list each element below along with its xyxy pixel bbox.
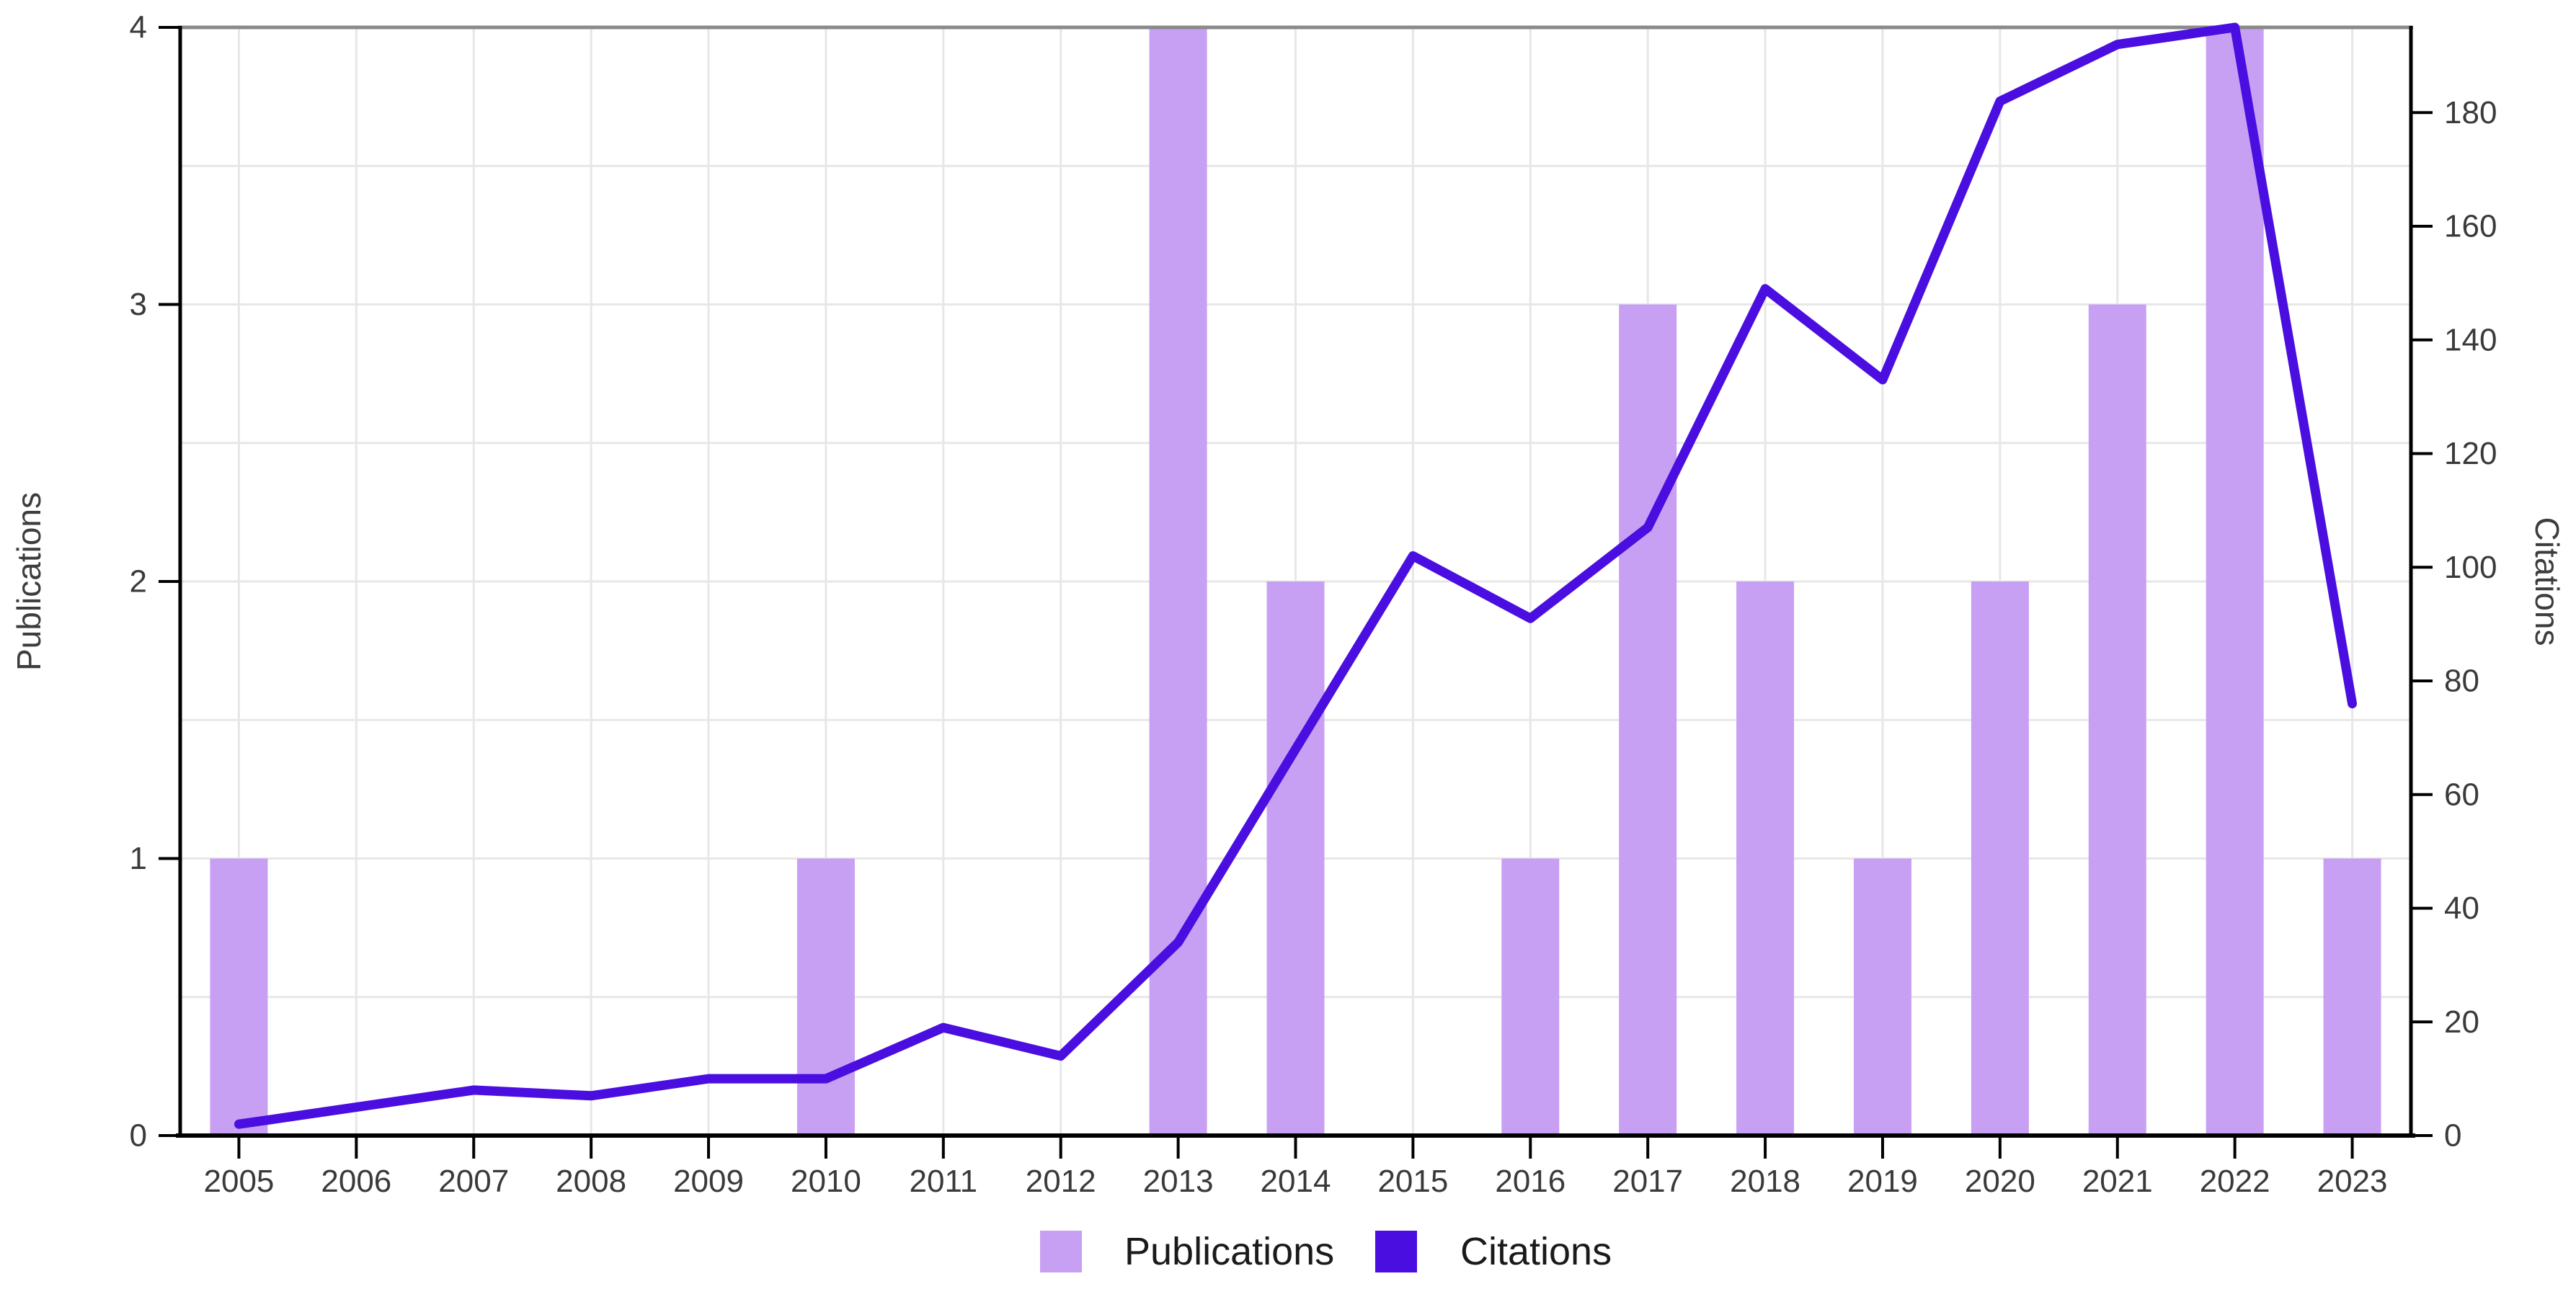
x-tick-label-2008: 2008 bbox=[556, 1164, 626, 1199]
bar-2023 bbox=[2323, 858, 2381, 1136]
bar-2019 bbox=[1853, 858, 1911, 1136]
left-tick-label-0: 0 bbox=[130, 1118, 147, 1154]
legend-swatch-citations bbox=[1375, 1231, 1417, 1272]
right-tick-label-180: 180 bbox=[2444, 95, 2497, 130]
bar-2018 bbox=[1736, 581, 1795, 1136]
bar-2014 bbox=[1266, 581, 1325, 1136]
x-tick-label-2023: 2023 bbox=[2317, 1164, 2388, 1199]
citations-line bbox=[234, 22, 2358, 1129]
bar-2020 bbox=[1971, 581, 2029, 1136]
x-tick-label-2006: 2006 bbox=[321, 1164, 391, 1199]
legend-swatch-publications bbox=[1040, 1231, 1082, 1272]
right-tick-label-80: 80 bbox=[2444, 664, 2479, 699]
x-axis: 2005 2006 2007 2008 2009 2010 2011 2012 2013 2014… bbox=[176, 1133, 2415, 1199]
x-tick-label-2018: 2018 bbox=[1730, 1164, 1800, 1199]
right-axis-title: Citations bbox=[2528, 517, 2566, 646]
right-tick-label-60: 60 bbox=[2444, 777, 2479, 812]
x-tick-label-2012: 2012 bbox=[1026, 1164, 1096, 1199]
right-tick-label-0: 0 bbox=[2444, 1118, 2461, 1154]
left-axis: 0 1 2 3 4 bbox=[130, 10, 182, 1154]
x-tick-label-2017: 2017 bbox=[1612, 1164, 1683, 1199]
right-tick-label-120: 120 bbox=[2444, 436, 2497, 471]
x-tick-label-2013: 2013 bbox=[1143, 1164, 1214, 1199]
x-tick-label-2010: 2010 bbox=[791, 1164, 861, 1199]
left-tick-label-4: 4 bbox=[130, 10, 147, 45]
right-tick-label-160: 160 bbox=[2444, 209, 2497, 244]
x-tick-label-2019: 2019 bbox=[1847, 1164, 1918, 1199]
bar-2021 bbox=[2088, 304, 2146, 1136]
x-tick-label-2007: 2007 bbox=[438, 1164, 509, 1199]
legend: Publications Citations bbox=[1040, 1230, 1612, 1273]
x-tick-label-2015: 2015 bbox=[1377, 1164, 1448, 1199]
x-tick-label-2021: 2021 bbox=[2082, 1164, 2153, 1199]
x-tick-label-2016: 2016 bbox=[1495, 1164, 1565, 1199]
x-tick-label-2020: 2020 bbox=[1965, 1164, 2035, 1199]
bar-2010 bbox=[796, 858, 855, 1136]
right-tick-label-20: 20 bbox=[2444, 1004, 2479, 1040]
right-tick-label-40: 40 bbox=[2444, 891, 2479, 926]
left-axis-title: Publications bbox=[10, 492, 48, 671]
publications-bars bbox=[210, 27, 2381, 1136]
bar-2022 bbox=[2206, 27, 2264, 1136]
left-tick-label-1: 1 bbox=[130, 841, 147, 876]
left-tick-label-3: 3 bbox=[130, 287, 147, 322]
x-tick-label-2014: 2014 bbox=[1261, 1164, 1331, 1199]
right-tick-label-100: 100 bbox=[2444, 550, 2497, 585]
bar-2013 bbox=[1149, 27, 1207, 1136]
left-tick-label-2: 2 bbox=[130, 564, 147, 599]
x-tick-label-2011: 2011 bbox=[910, 1164, 978, 1199]
x-tick-label-2022: 2022 bbox=[2200, 1164, 2270, 1199]
x-tick-label-2009: 2009 bbox=[673, 1164, 744, 1199]
right-axis: 0 20 40 60 80 100 120 140 160 180 bbox=[2409, 26, 2497, 1154]
right-tick-label-140: 140 bbox=[2444, 322, 2497, 357]
bar-2005 bbox=[210, 858, 268, 1136]
legend-label-publications: Publications bbox=[1124, 1230, 1334, 1273]
bar-2016 bbox=[1501, 858, 1560, 1136]
bar-2017 bbox=[1619, 304, 1677, 1136]
x-tick-label-2005: 2005 bbox=[204, 1164, 275, 1199]
legend-label-citations: Citations bbox=[1460, 1230, 1612, 1273]
